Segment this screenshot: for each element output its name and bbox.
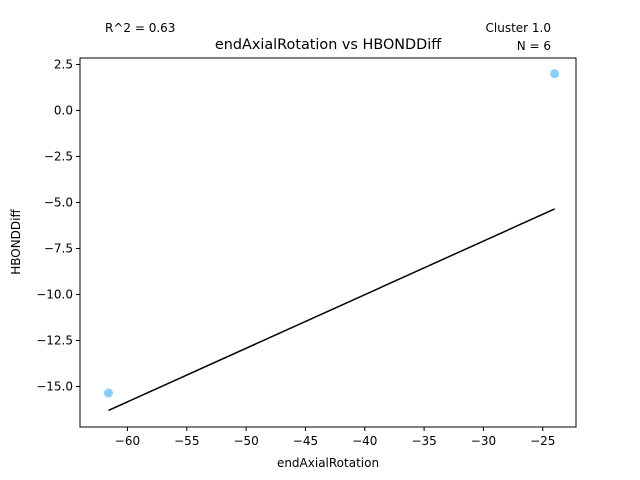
x-tick-label: −50 xyxy=(233,434,258,448)
y-tick-label: −5.0 xyxy=(44,195,73,209)
y-tick-label: −15.0 xyxy=(36,380,73,394)
cluster-annotation: Cluster 1.0 xyxy=(486,21,552,35)
regression-line xyxy=(108,208,555,412)
y-tick-label: −12.5 xyxy=(36,334,73,348)
axes-frame xyxy=(79,57,577,428)
x-tick-label: −25 xyxy=(530,434,555,448)
y-tick-label: −7.5 xyxy=(44,241,73,255)
x-tick-label: −60 xyxy=(115,434,140,448)
plot-area xyxy=(103,69,560,412)
data-point xyxy=(103,388,113,398)
y-tick-label: 0.0 xyxy=(54,103,73,117)
chart-title: endAxialRotation vs HBONDDiff xyxy=(215,37,442,53)
y-axis: 2.5 0.0 −2.5 −5.0 −7.5 −10.0 −12.5 −15.0 xyxy=(36,57,80,394)
y-axis-label: HBONDDiff xyxy=(9,209,23,275)
x-tick-label: −55 xyxy=(174,434,199,448)
y-tick-label: 2.5 xyxy=(54,57,73,71)
y-tick-label: −2.5 xyxy=(44,149,73,163)
x-tick-label: −30 xyxy=(471,434,496,448)
x-axis-label: endAxialRotation xyxy=(277,456,379,470)
x-axis: −60 −55 −50 −45 −40 −35 −30 −25 xyxy=(115,427,555,448)
x-tick-label: −35 xyxy=(411,434,436,448)
data-point xyxy=(550,69,560,79)
x-tick-label: −45 xyxy=(293,434,318,448)
r-squared-annotation: R^2 = 0.63 xyxy=(105,21,175,35)
y-tick-label: −10.0 xyxy=(36,287,73,301)
x-tick-label: −40 xyxy=(352,434,377,448)
sample-count-annotation: N = 6 xyxy=(517,39,551,53)
